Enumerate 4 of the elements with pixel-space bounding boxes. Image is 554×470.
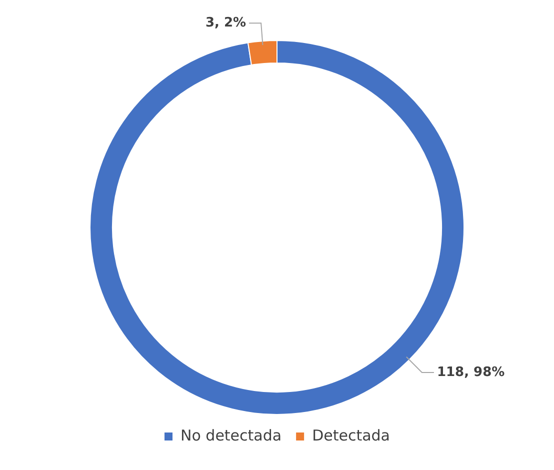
data-label: 118, 98%: [436, 364, 505, 380]
data-label: 3, 2%: [205, 15, 246, 30]
legend-label: No detectada: [180, 426, 282, 444]
legend-label: Detectada: [312, 426, 390, 444]
